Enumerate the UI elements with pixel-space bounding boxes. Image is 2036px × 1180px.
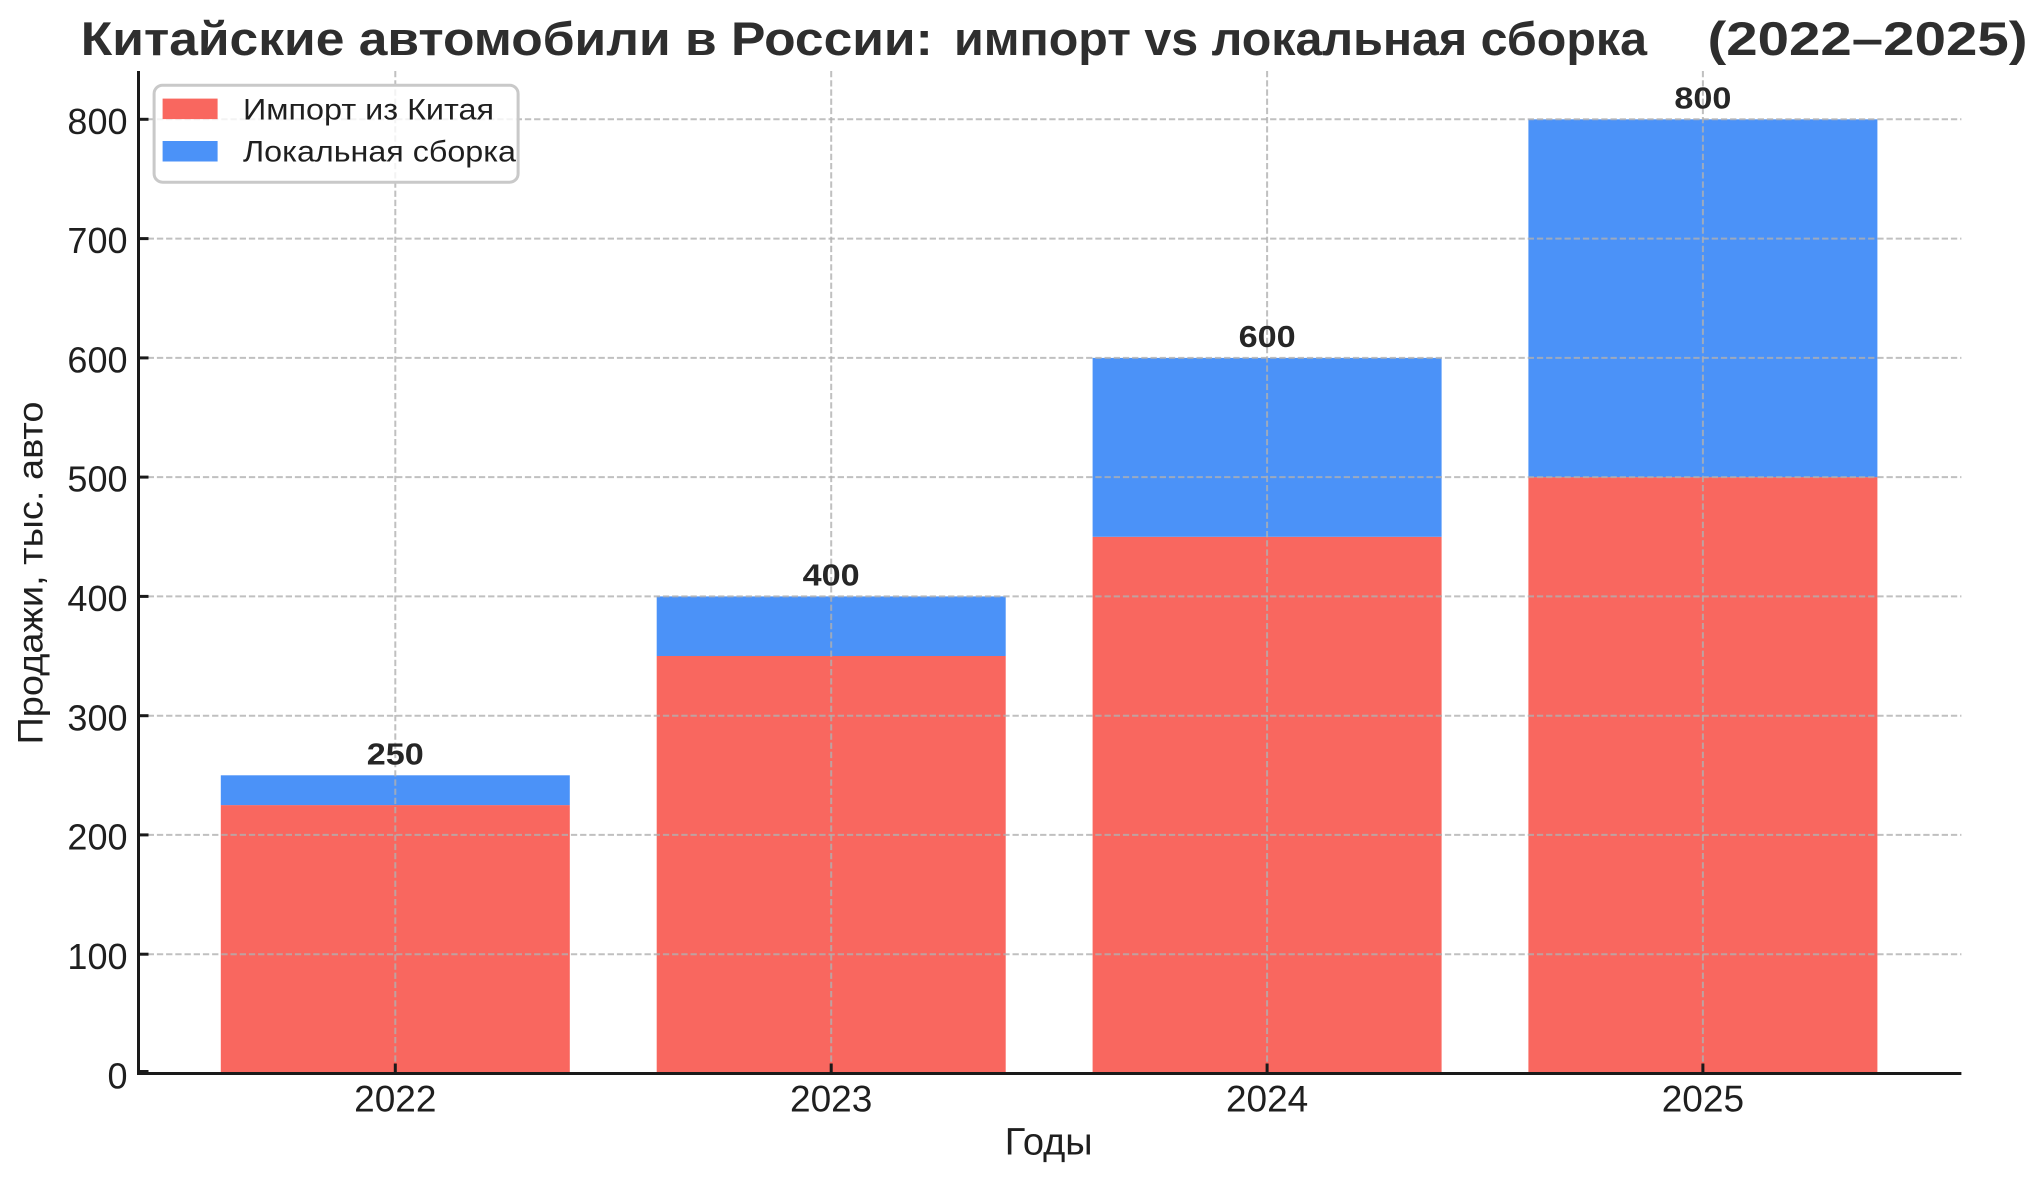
- svg-text:Китайские автомобили в России:: Китайские автомобили в России:: [81, 12, 933, 65]
- svg-text:Локальная сборка: Локальная сборка: [243, 135, 516, 168]
- svg-text:800: 800: [1674, 81, 1731, 115]
- svg-text:2024: 2024: [1226, 1078, 1308, 1119]
- svg-text:250: 250: [367, 737, 424, 771]
- svg-text:Продажи, тыс. авто: Продажи, тыс. авто: [11, 402, 51, 745]
- svg-text:800: 800: [67, 101, 127, 142]
- svg-text:700: 700: [67, 220, 127, 261]
- svg-text:Импорт из Китая: Импорт из Китая: [243, 94, 494, 127]
- svg-text:600: 600: [1239, 320, 1296, 354]
- svg-text:0: 0: [107, 1055, 127, 1096]
- svg-text:импорт vs локальная сборка: импорт vs локальная сборка: [954, 12, 1648, 65]
- svg-text:2022: 2022: [354, 1078, 436, 1119]
- svg-text:400: 400: [67, 578, 127, 619]
- svg-text:300: 300: [67, 697, 127, 738]
- svg-text:400: 400: [803, 558, 860, 592]
- svg-text:200: 200: [67, 817, 127, 858]
- svg-text:2025: 2025: [1662, 1078, 1744, 1119]
- svg-text:500: 500: [67, 459, 127, 500]
- svg-text:600: 600: [67, 340, 127, 381]
- svg-text:(2022–2025): (2022–2025): [1708, 12, 2028, 65]
- svg-text:2023: 2023: [790, 1078, 872, 1119]
- svg-text:Годы: Годы: [1005, 1122, 1093, 1164]
- svg-text:100: 100: [67, 936, 127, 977]
